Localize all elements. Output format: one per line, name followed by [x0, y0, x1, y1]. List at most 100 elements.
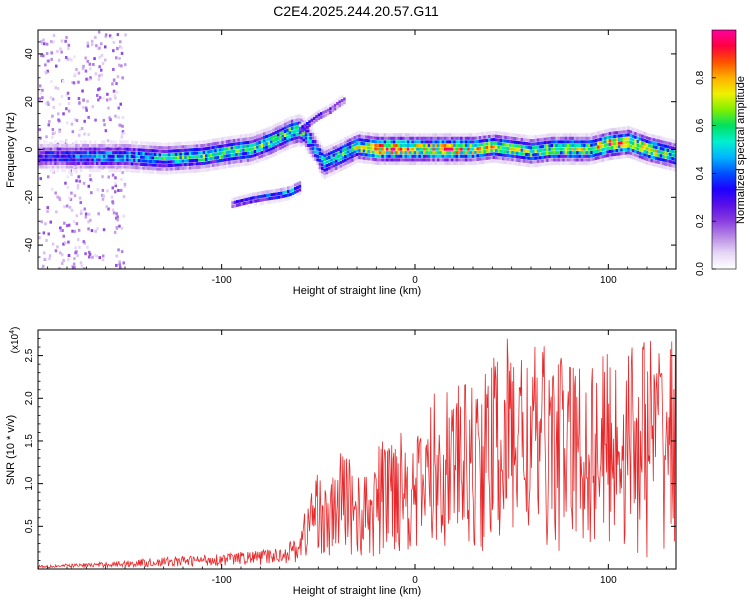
spectrum-cell [298, 184, 302, 188]
spectrum-cell [362, 156, 366, 160]
spectrum-cell [63, 154, 67, 158]
spectrum-cell [520, 162, 524, 167]
noise-cell [123, 185, 127, 188]
spectrum-cell [246, 162, 250, 166]
spectrum-cell [304, 147, 308, 151]
spectrum-cell [277, 122, 280, 126]
noise-cell [56, 195, 59, 199]
spectrum-cell [40, 165, 43, 169]
spectrum-cell [348, 145, 352, 149]
noise-cell [120, 250, 124, 254]
spectrum-cell [214, 138, 217, 142]
spectrum-cell [662, 147, 665, 151]
spectrum-cell [648, 158, 651, 162]
spectrum-cell [193, 158, 196, 162]
noise-cell [76, 183, 80, 187]
spectrum-cell [525, 152, 528, 156]
spectrum-cell [279, 121, 282, 125]
spectrum-cell [555, 158, 558, 162]
spectrum-cell [314, 143, 317, 147]
spectrum-cell [277, 188, 281, 192]
spectrum-cell [289, 185, 292, 189]
spectrum-cell [147, 148, 150, 153]
spectrum-cell [239, 163, 243, 167]
spectrum-cell [130, 158, 134, 162]
spectrum-cell [82, 140, 85, 144]
spectrum-cell [221, 162, 224, 166]
spectrum-cell [469, 140, 473, 144]
spectrum-cell [657, 142, 660, 147]
spectrum-cell [193, 151, 196, 155]
spectrum-cell [161, 171, 164, 175]
spectrum-cell [425, 161, 428, 165]
noise-cell [121, 171, 124, 174]
spectrum-cell [273, 199, 276, 204]
spectrum-cell [244, 141, 248, 145]
spectrum-cell [386, 133, 389, 137]
spectrum-cell [418, 140, 422, 144]
spectrum-cell [107, 158, 111, 162]
spectrum-cell [277, 147, 280, 151]
spectrum-cell [379, 140, 382, 144]
spectrum-cell [45, 151, 48, 155]
spectrum-cell [325, 171, 329, 175]
spectrum-cell [280, 195, 283, 199]
noise-cell [120, 135, 123, 139]
spectrum-cell [495, 141, 498, 146]
noise-cell [80, 264, 84, 268]
spectrum-cell [606, 128, 609, 133]
spectrum-cell [492, 159, 496, 163]
spectrum-cell [506, 132, 510, 136]
spectrum-cell [191, 166, 194, 170]
noise-cell [88, 252, 92, 256]
spectrum-cell [163, 167, 166, 171]
spectrum-cell [186, 152, 190, 156]
spectrum-cell [72, 154, 76, 158]
spectrum-cell [119, 158, 122, 162]
spectrum-cell [532, 156, 535, 161]
noise-cell [98, 65, 101, 69]
spectrum-cell [207, 161, 210, 165]
spectrum-cell [613, 149, 616, 153]
spectrum-cell [485, 153, 489, 157]
spectrum-cell [625, 155, 628, 159]
spectrum-cell [230, 153, 234, 157]
spectrum-cell [38, 165, 41, 169]
spectrum-cell [620, 126, 623, 131]
noise-cell [98, 46, 101, 50]
spectrum-cell [620, 134, 623, 138]
spectrum-cell [543, 137, 547, 141]
spectrum-cell [629, 148, 633, 152]
spectrum-cell [156, 149, 159, 153]
spectrum-cell [181, 170, 185, 174]
spectrum-cell [260, 154, 264, 158]
spectrum-cell [587, 136, 591, 140]
spectrum-cell [126, 161, 129, 166]
spectrum-cell [310, 122, 314, 126]
spectrum-cell [65, 154, 69, 158]
spectrum-cell [495, 138, 498, 142]
spectrum-cell [462, 143, 466, 148]
spectrum-cell [238, 196, 241, 200]
spectrum-cell [239, 159, 243, 163]
spectrum-cell [191, 141, 194, 145]
spectrum-cell [151, 170, 155, 174]
spectrum-cell [270, 147, 273, 151]
spectrum-cell [502, 157, 505, 161]
noise-cell [114, 176, 117, 180]
spectrum-cell [606, 143, 609, 147]
spectrum-cell [638, 130, 642, 134]
spectrum-cell [471, 147, 475, 151]
spectrum-cell [246, 158, 250, 162]
spectrum-cell [344, 137, 347, 141]
spectrum-cell [453, 158, 456, 162]
spectrum-cell [355, 145, 359, 149]
spectrum-cell [599, 141, 602, 145]
spectrum-cell [448, 136, 452, 140]
spectrum-cell [399, 161, 403, 165]
spectrum-cell [597, 131, 600, 135]
noise-cell [70, 191, 73, 195]
spectrum-cell [260, 150, 264, 155]
spectrum-cell [193, 169, 196, 173]
